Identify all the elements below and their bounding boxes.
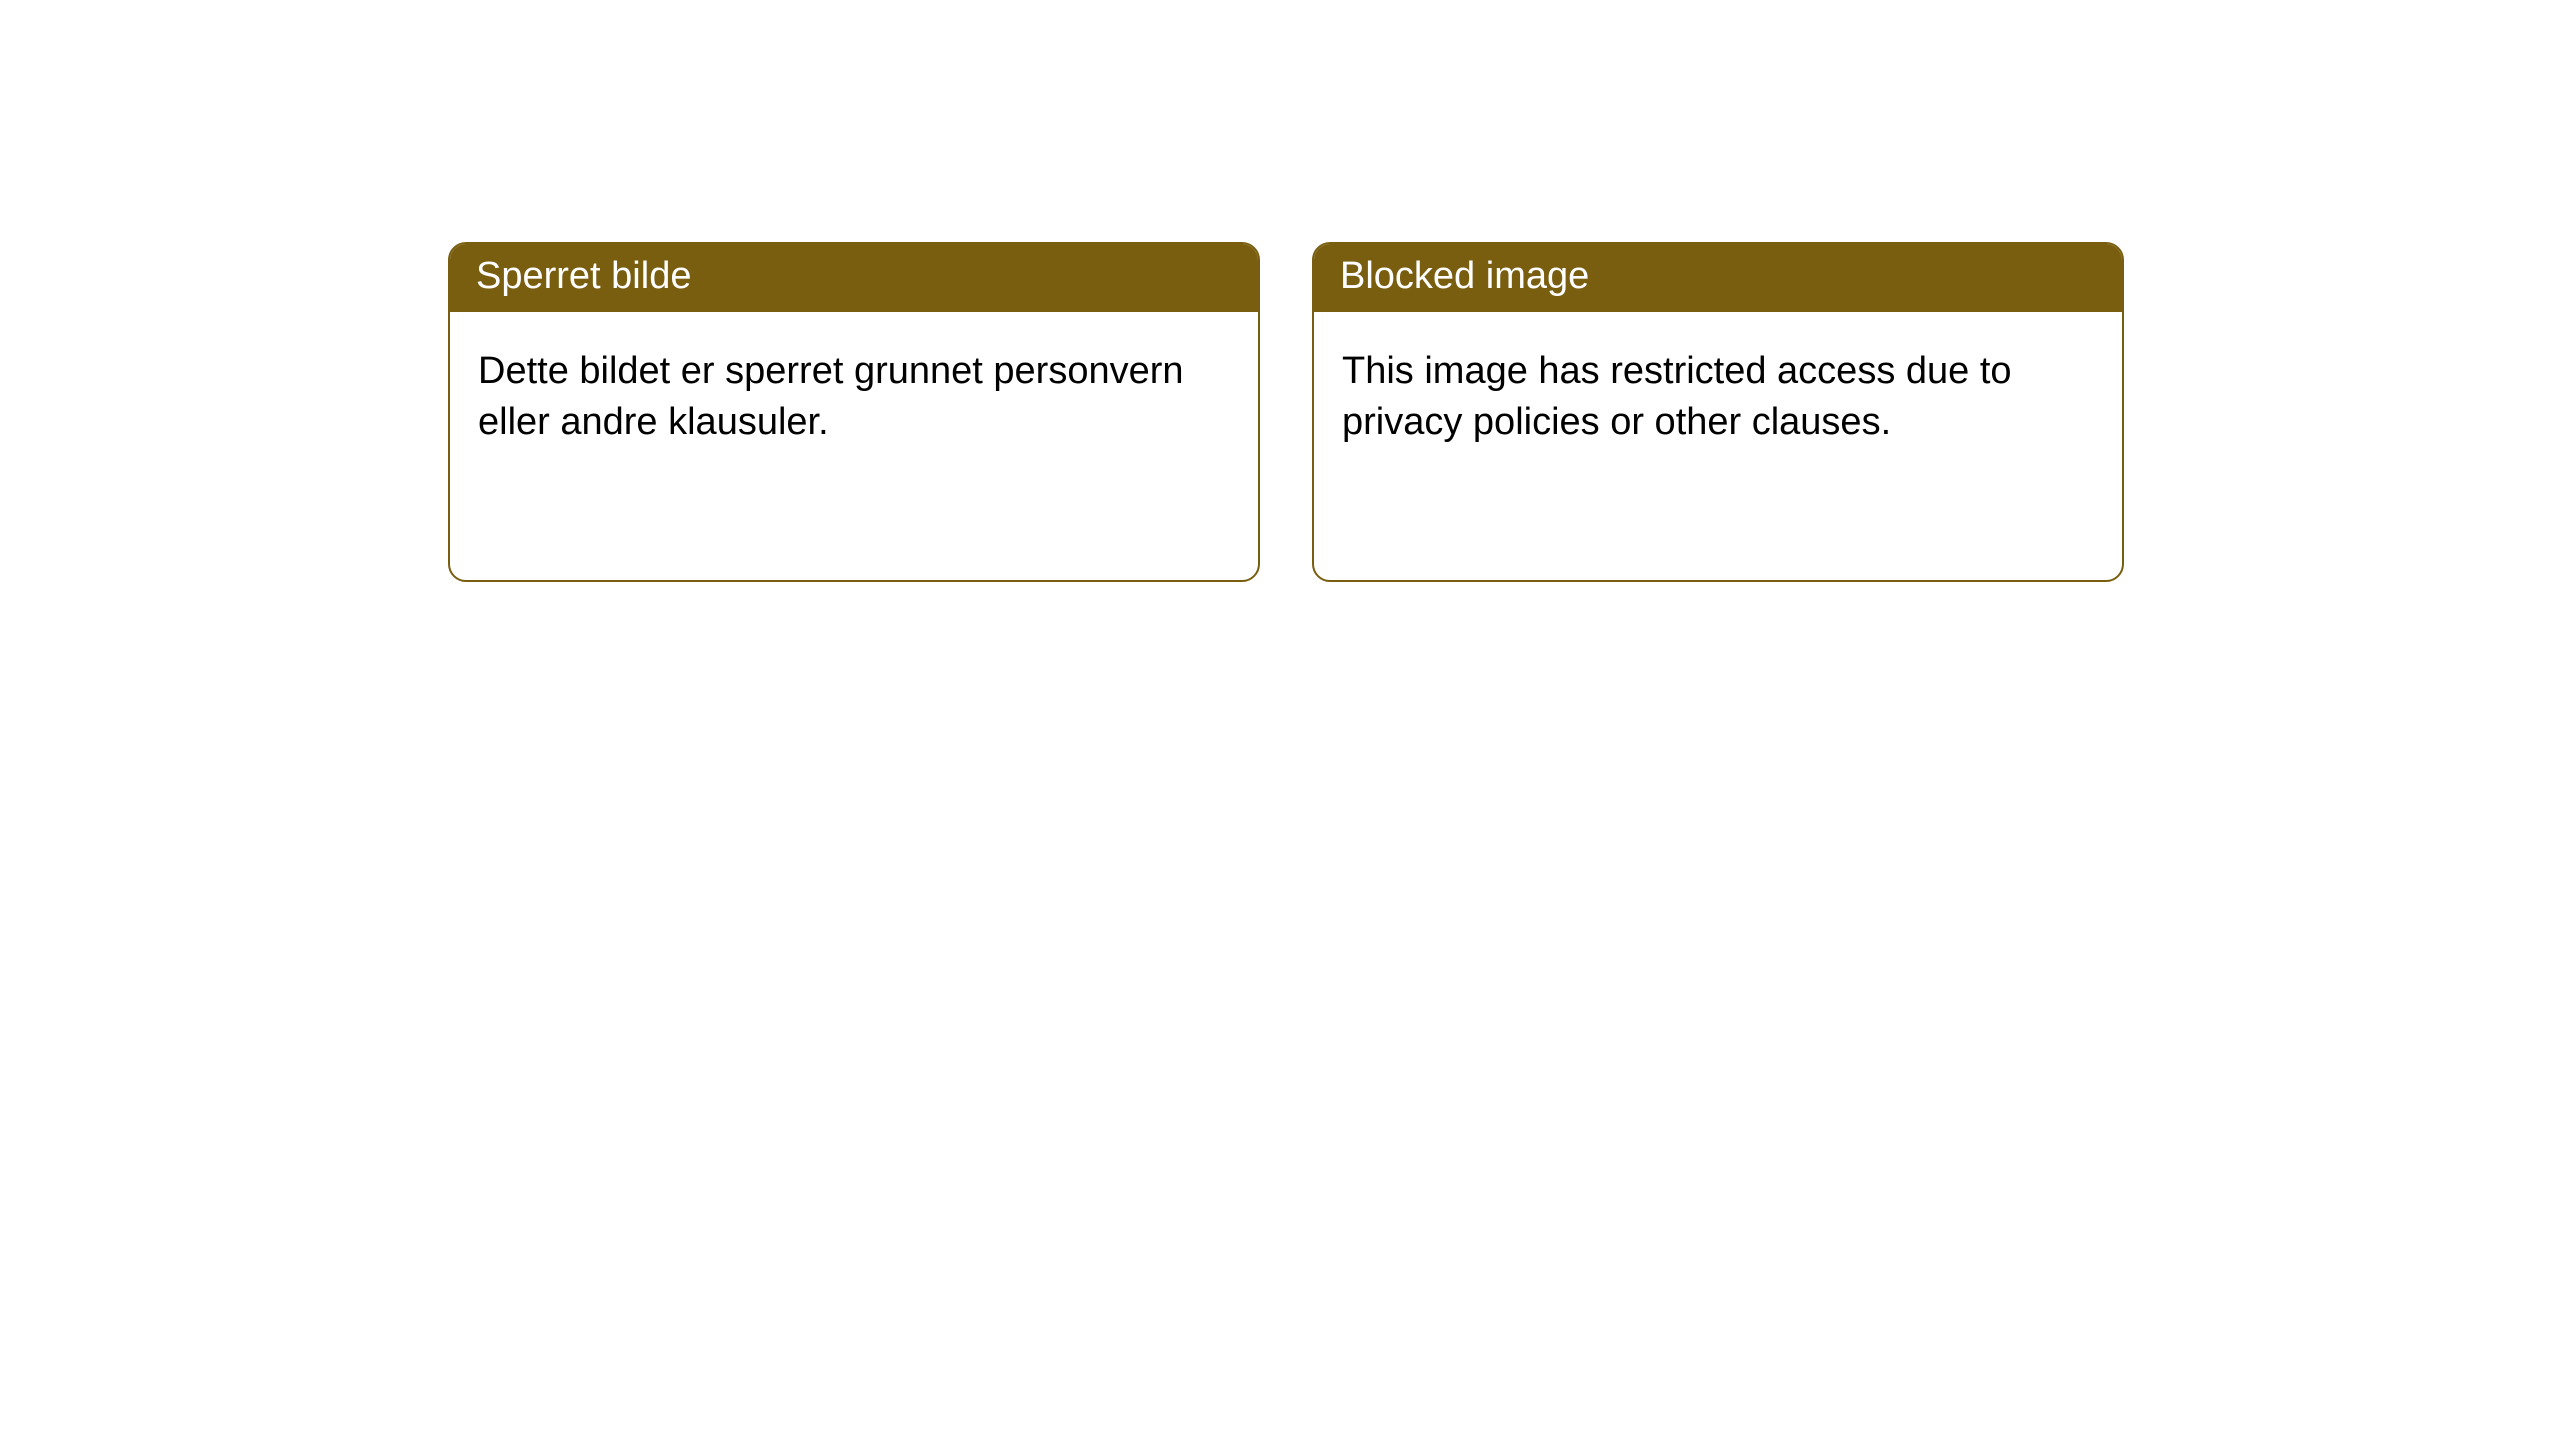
notice-title-english: Blocked image: [1314, 244, 2122, 312]
notice-body-english: This image has restricted access due to …: [1314, 312, 2122, 580]
notice-container: Sperret bilde Dette bildet er sperret gr…: [448, 242, 2124, 582]
notice-title-norwegian: Sperret bilde: [450, 244, 1258, 312]
notice-card-english: Blocked image This image has restricted …: [1312, 242, 2124, 582]
notice-card-norwegian: Sperret bilde Dette bildet er sperret gr…: [448, 242, 1260, 582]
notice-body-norwegian: Dette bildet er sperret grunnet personve…: [450, 312, 1258, 580]
